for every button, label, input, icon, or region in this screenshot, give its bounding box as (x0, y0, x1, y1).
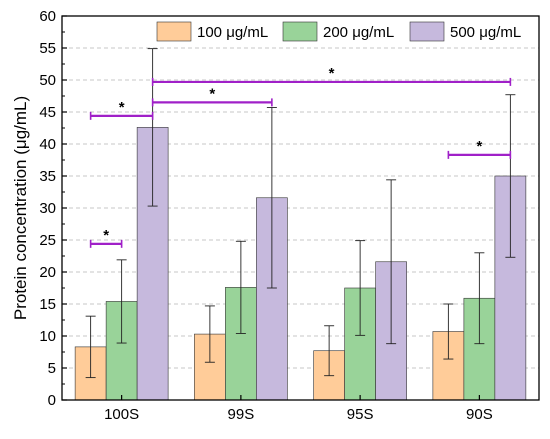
legend-label: 200 μg/mL (323, 24, 394, 41)
legend-label: 100 μg/mL (197, 24, 268, 41)
error-bar-group (85, 48, 516, 379)
x-tick-label: 99S (228, 406, 255, 423)
significance-label: * (119, 99, 125, 116)
legend-swatch (156, 21, 192, 42)
y-tick-label: 40 (39, 136, 56, 153)
x-tick-label: 95S (347, 406, 374, 423)
significance-label: * (209, 85, 215, 102)
y-axis-title: Protein concentration (μg/mL) (11, 96, 30, 320)
legend-swatch (409, 21, 445, 42)
significance-label: * (329, 65, 335, 82)
y-tick-label: 30 (39, 200, 56, 217)
y-tick-label: 35 (39, 168, 56, 185)
y-tick-label: 5 (48, 360, 56, 377)
significance-group: * * * * * (89, 65, 512, 248)
y-tick-label: 55 (39, 40, 56, 57)
significance-label: * (103, 227, 109, 244)
y-tick-label: 0 (48, 392, 56, 409)
y-tick-label: 50 (39, 72, 56, 89)
bar-group (74, 127, 527, 401)
legend: 100 μg/mL 200 μg/mL 500 μg/mL (156, 21, 521, 42)
significance-label: * (476, 138, 482, 155)
x-tick-label: 90S (466, 406, 493, 423)
x-tick-label: 100S (104, 406, 139, 423)
y-tick-label: 25 (39, 232, 56, 249)
y-tick-label: 20 (39, 264, 56, 281)
x-axis: 100S 99S 95S 90S (104, 395, 493, 423)
y-tick-label: 45 (39, 104, 56, 121)
y-axis: 0 5 10 15 20 25 30 35 40 45 50 55 60 (39, 8, 67, 409)
y-tick-label: 15 (39, 296, 56, 313)
y-tick-label: 10 (39, 328, 56, 345)
legend-label: 500 μg/mL (450, 24, 521, 41)
legend-swatch (282, 21, 318, 42)
y-tick-label: 60 (39, 8, 56, 25)
